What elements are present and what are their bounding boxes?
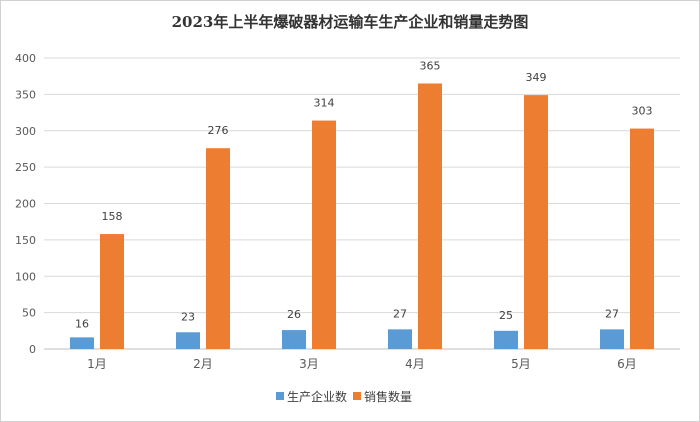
data-label: 26 <box>287 308 301 321</box>
bar-companies <box>282 330 306 349</box>
data-label: 27 <box>605 307 619 320</box>
data-label: 276 <box>208 124 229 137</box>
bar-companies <box>176 332 200 349</box>
x-tick-label: 5月 <box>511 357 531 371</box>
y-tick-label: 350 <box>15 88 36 101</box>
x-tick-label: 4月 <box>405 357 425 371</box>
bar-sales <box>312 120 336 349</box>
y-tick-label: 100 <box>15 270 36 283</box>
legend-swatch <box>353 392 361 400</box>
bar-companies <box>388 329 412 349</box>
chart-title: 2023年上半年爆破器材运输车生产企业和销量走势图 <box>172 13 529 31</box>
legend-label: 销售数量 <box>364 389 412 404</box>
y-tick-label: 50 <box>22 307 36 320</box>
x-tick-label: 3月 <box>299 357 319 371</box>
x-tick-label: 2月 <box>193 357 213 371</box>
data-label: 314 <box>314 97 335 110</box>
y-tick-label: 0 <box>29 343 36 356</box>
data-label: 23 <box>181 310 195 323</box>
x-tick-label: 6月 <box>617 357 637 371</box>
bar-sales <box>418 83 442 350</box>
bar-sales <box>206 148 230 349</box>
data-label: 27 <box>393 307 407 320</box>
bar-companies <box>494 330 518 349</box>
bar-sales <box>524 95 548 349</box>
y-tick-label: 400 <box>15 52 36 65</box>
y-tick-label: 250 <box>15 161 36 174</box>
legend-swatch <box>276 392 284 400</box>
bar-sales <box>630 128 654 349</box>
y-tick-label: 300 <box>15 125 36 138</box>
bar-sales <box>100 234 124 349</box>
x-tick-label: 1月 <box>87 357 107 371</box>
data-label: 25 <box>499 309 513 322</box>
y-tick-label: 150 <box>15 234 36 247</box>
bar-companies <box>600 329 624 349</box>
data-label: 158 <box>102 210 123 223</box>
data-label: 303 <box>632 105 653 118</box>
data-label: 365 <box>420 59 441 72</box>
data-label: 16 <box>75 317 89 330</box>
legend-label: 生产企业数 <box>287 389 347 404</box>
bar-companies <box>70 337 94 349</box>
y-tick-label: 200 <box>15 198 36 211</box>
data-label: 349 <box>526 71 547 84</box>
